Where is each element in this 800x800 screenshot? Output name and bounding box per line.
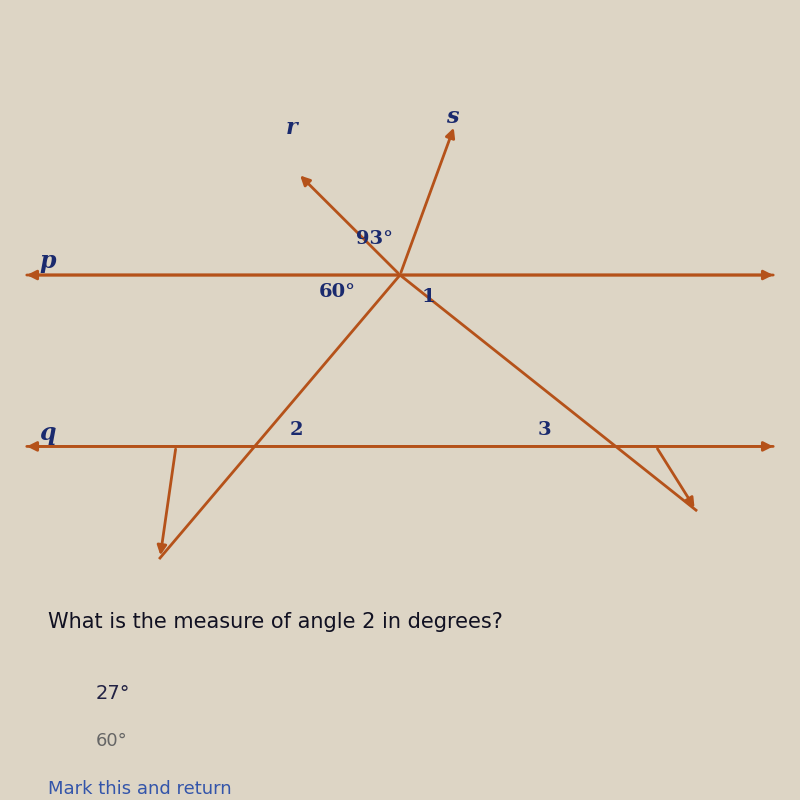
Text: 2: 2 [290, 422, 302, 439]
Text: 1: 1 [421, 287, 435, 306]
Text: p: p [40, 250, 56, 274]
Text: What is the measure of angle 2 in degrees?: What is the measure of angle 2 in degree… [48, 612, 503, 632]
Text: 60°: 60° [319, 282, 356, 301]
Text: 3: 3 [537, 422, 551, 439]
Text: 27°: 27° [96, 684, 130, 703]
Text: s: s [446, 106, 458, 128]
Text: r: r [286, 117, 298, 138]
Text: Mark this and return: Mark this and return [48, 780, 232, 798]
Text: q: q [40, 421, 56, 445]
Text: 60°: 60° [96, 732, 128, 750]
Text: 93°: 93° [356, 230, 393, 248]
